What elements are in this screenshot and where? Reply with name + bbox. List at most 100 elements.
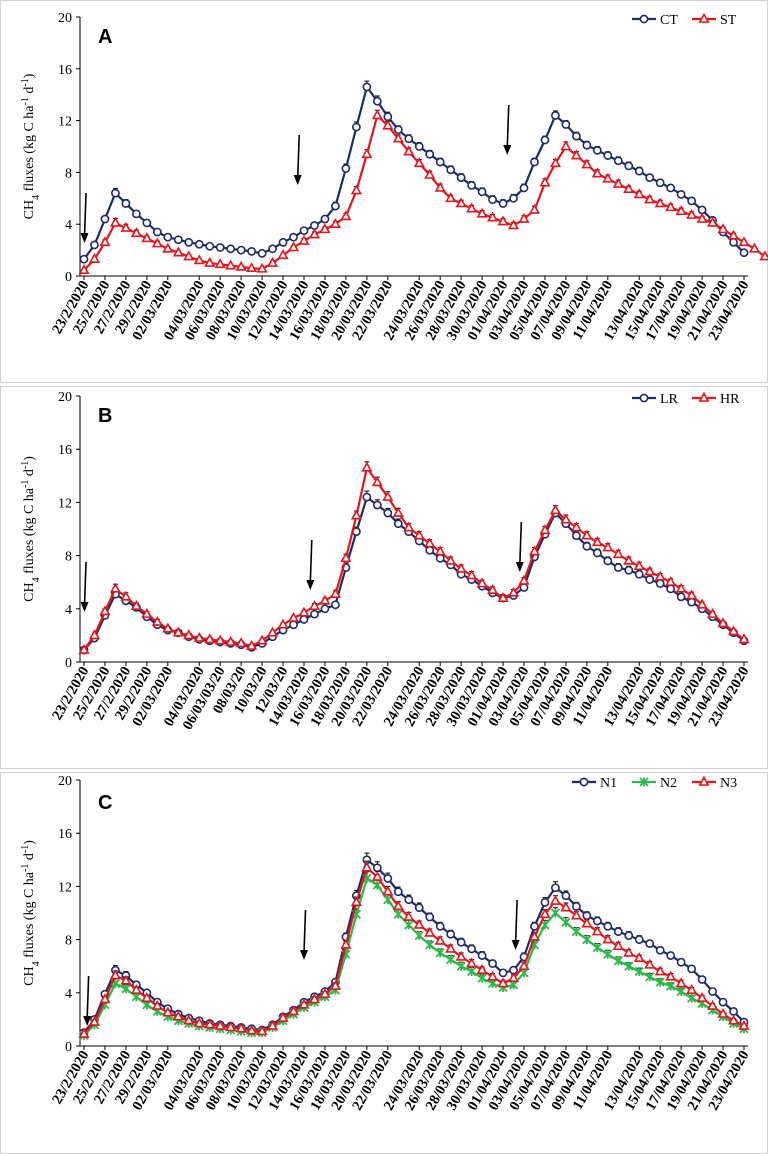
- data-point: [130, 984, 142, 994]
- data-point: [257, 248, 267, 258]
- data-point: [717, 1007, 729, 1018]
- data-point: [624, 161, 634, 171]
- series-n3: [78, 860, 750, 1038]
- data-point: [686, 984, 698, 994]
- data-point: [467, 944, 477, 954]
- legend-label: N3: [720, 776, 737, 791]
- data-point: [738, 1019, 750, 1030]
- data-point: [455, 950, 467, 961]
- data-point: [109, 969, 121, 980]
- data-point: [88, 253, 101, 263]
- data-point: [235, 260, 247, 271]
- data-point: [518, 212, 530, 223]
- data-point: [613, 956, 623, 966]
- data-point: [193, 631, 205, 642]
- data-point: [287, 611, 300, 622]
- y-tick-label: 20: [58, 390, 72, 405]
- data-point: [634, 966, 644, 977]
- data-point: [633, 952, 645, 963]
- data-point: [382, 490, 394, 501]
- data-point: [581, 529, 593, 540]
- data-point: [88, 629, 101, 640]
- data-point: [530, 157, 539, 167]
- data-point: [655, 945, 665, 955]
- data-point: [383, 874, 393, 883]
- data-point: [655, 178, 665, 188]
- data-point: [289, 232, 298, 242]
- data-point: [549, 157, 561, 168]
- data-point: [528, 203, 541, 214]
- data-point: [120, 221, 132, 232]
- data-point: [613, 563, 623, 572]
- data-point: [372, 863, 382, 873]
- series-line: [83, 876, 745, 1037]
- series-line: [83, 84, 745, 260]
- arrow-head: [503, 145, 512, 155]
- series-line: [83, 865, 745, 1035]
- data-point: [183, 629, 195, 640]
- data-point: [256, 262, 268, 273]
- data-point: [434, 934, 446, 945]
- data-point: [393, 909, 403, 919]
- data-point: [655, 579, 665, 588]
- data-point: [497, 977, 509, 988]
- data-point: [78, 264, 90, 274]
- data-point: [445, 554, 457, 565]
- legend-swatch-marker: [639, 14, 649, 24]
- data-point: [194, 239, 204, 249]
- data-point: [362, 492, 372, 502]
- data-point: [235, 637, 247, 648]
- data-point: [560, 513, 572, 524]
- event-arrow: [306, 539, 315, 590]
- y-tick-label: 4: [65, 603, 72, 618]
- data-point: [151, 615, 163, 626]
- data-point: [205, 241, 215, 251]
- data-point: [645, 575, 655, 584]
- data-point: [162, 1006, 174, 1017]
- data-point: [654, 570, 666, 581]
- data-point: [455, 197, 467, 208]
- data-point: [676, 190, 686, 199]
- data-point: [193, 254, 205, 265]
- data-point: [298, 606, 310, 617]
- data-point: [707, 607, 719, 618]
- data-point: [99, 993, 111, 1004]
- data-point: [277, 249, 289, 260]
- data-point: [476, 964, 488, 974]
- data-point: [204, 1018, 216, 1029]
- data-point: [613, 927, 623, 937]
- data-point: [687, 196, 697, 206]
- legend-label: ST: [720, 13, 737, 28]
- data-point: [268, 244, 277, 254]
- data-point: [466, 957, 478, 968]
- data-point: [696, 991, 708, 1002]
- data-point: [612, 548, 624, 559]
- data-point: [214, 1019, 226, 1030]
- data-point: [540, 897, 550, 907]
- data-point: [99, 236, 111, 247]
- data-point: [424, 168, 436, 179]
- event-arrow: [511, 899, 520, 950]
- data-point: [151, 999, 163, 1010]
- legend-label: N1: [600, 776, 617, 791]
- data-point: [738, 236, 750, 247]
- data-point: [435, 157, 445, 167]
- data-point: [561, 891, 571, 901]
- data-point: [455, 562, 467, 573]
- data-point: [592, 548, 602, 558]
- data-point: [644, 193, 656, 204]
- series-line: [83, 465, 745, 651]
- data-point: [645, 972, 655, 982]
- data-point: [320, 214, 330, 224]
- data-point: [539, 908, 551, 919]
- data-point: [686, 993, 697, 1003]
- data-point: [424, 537, 436, 548]
- data-point: [507, 219, 520, 230]
- data-point: [141, 607, 153, 618]
- series-hr: [78, 461, 750, 654]
- panel-letter: C: [98, 792, 112, 814]
- data-point: [121, 984, 131, 994]
- data-point: [434, 545, 446, 556]
